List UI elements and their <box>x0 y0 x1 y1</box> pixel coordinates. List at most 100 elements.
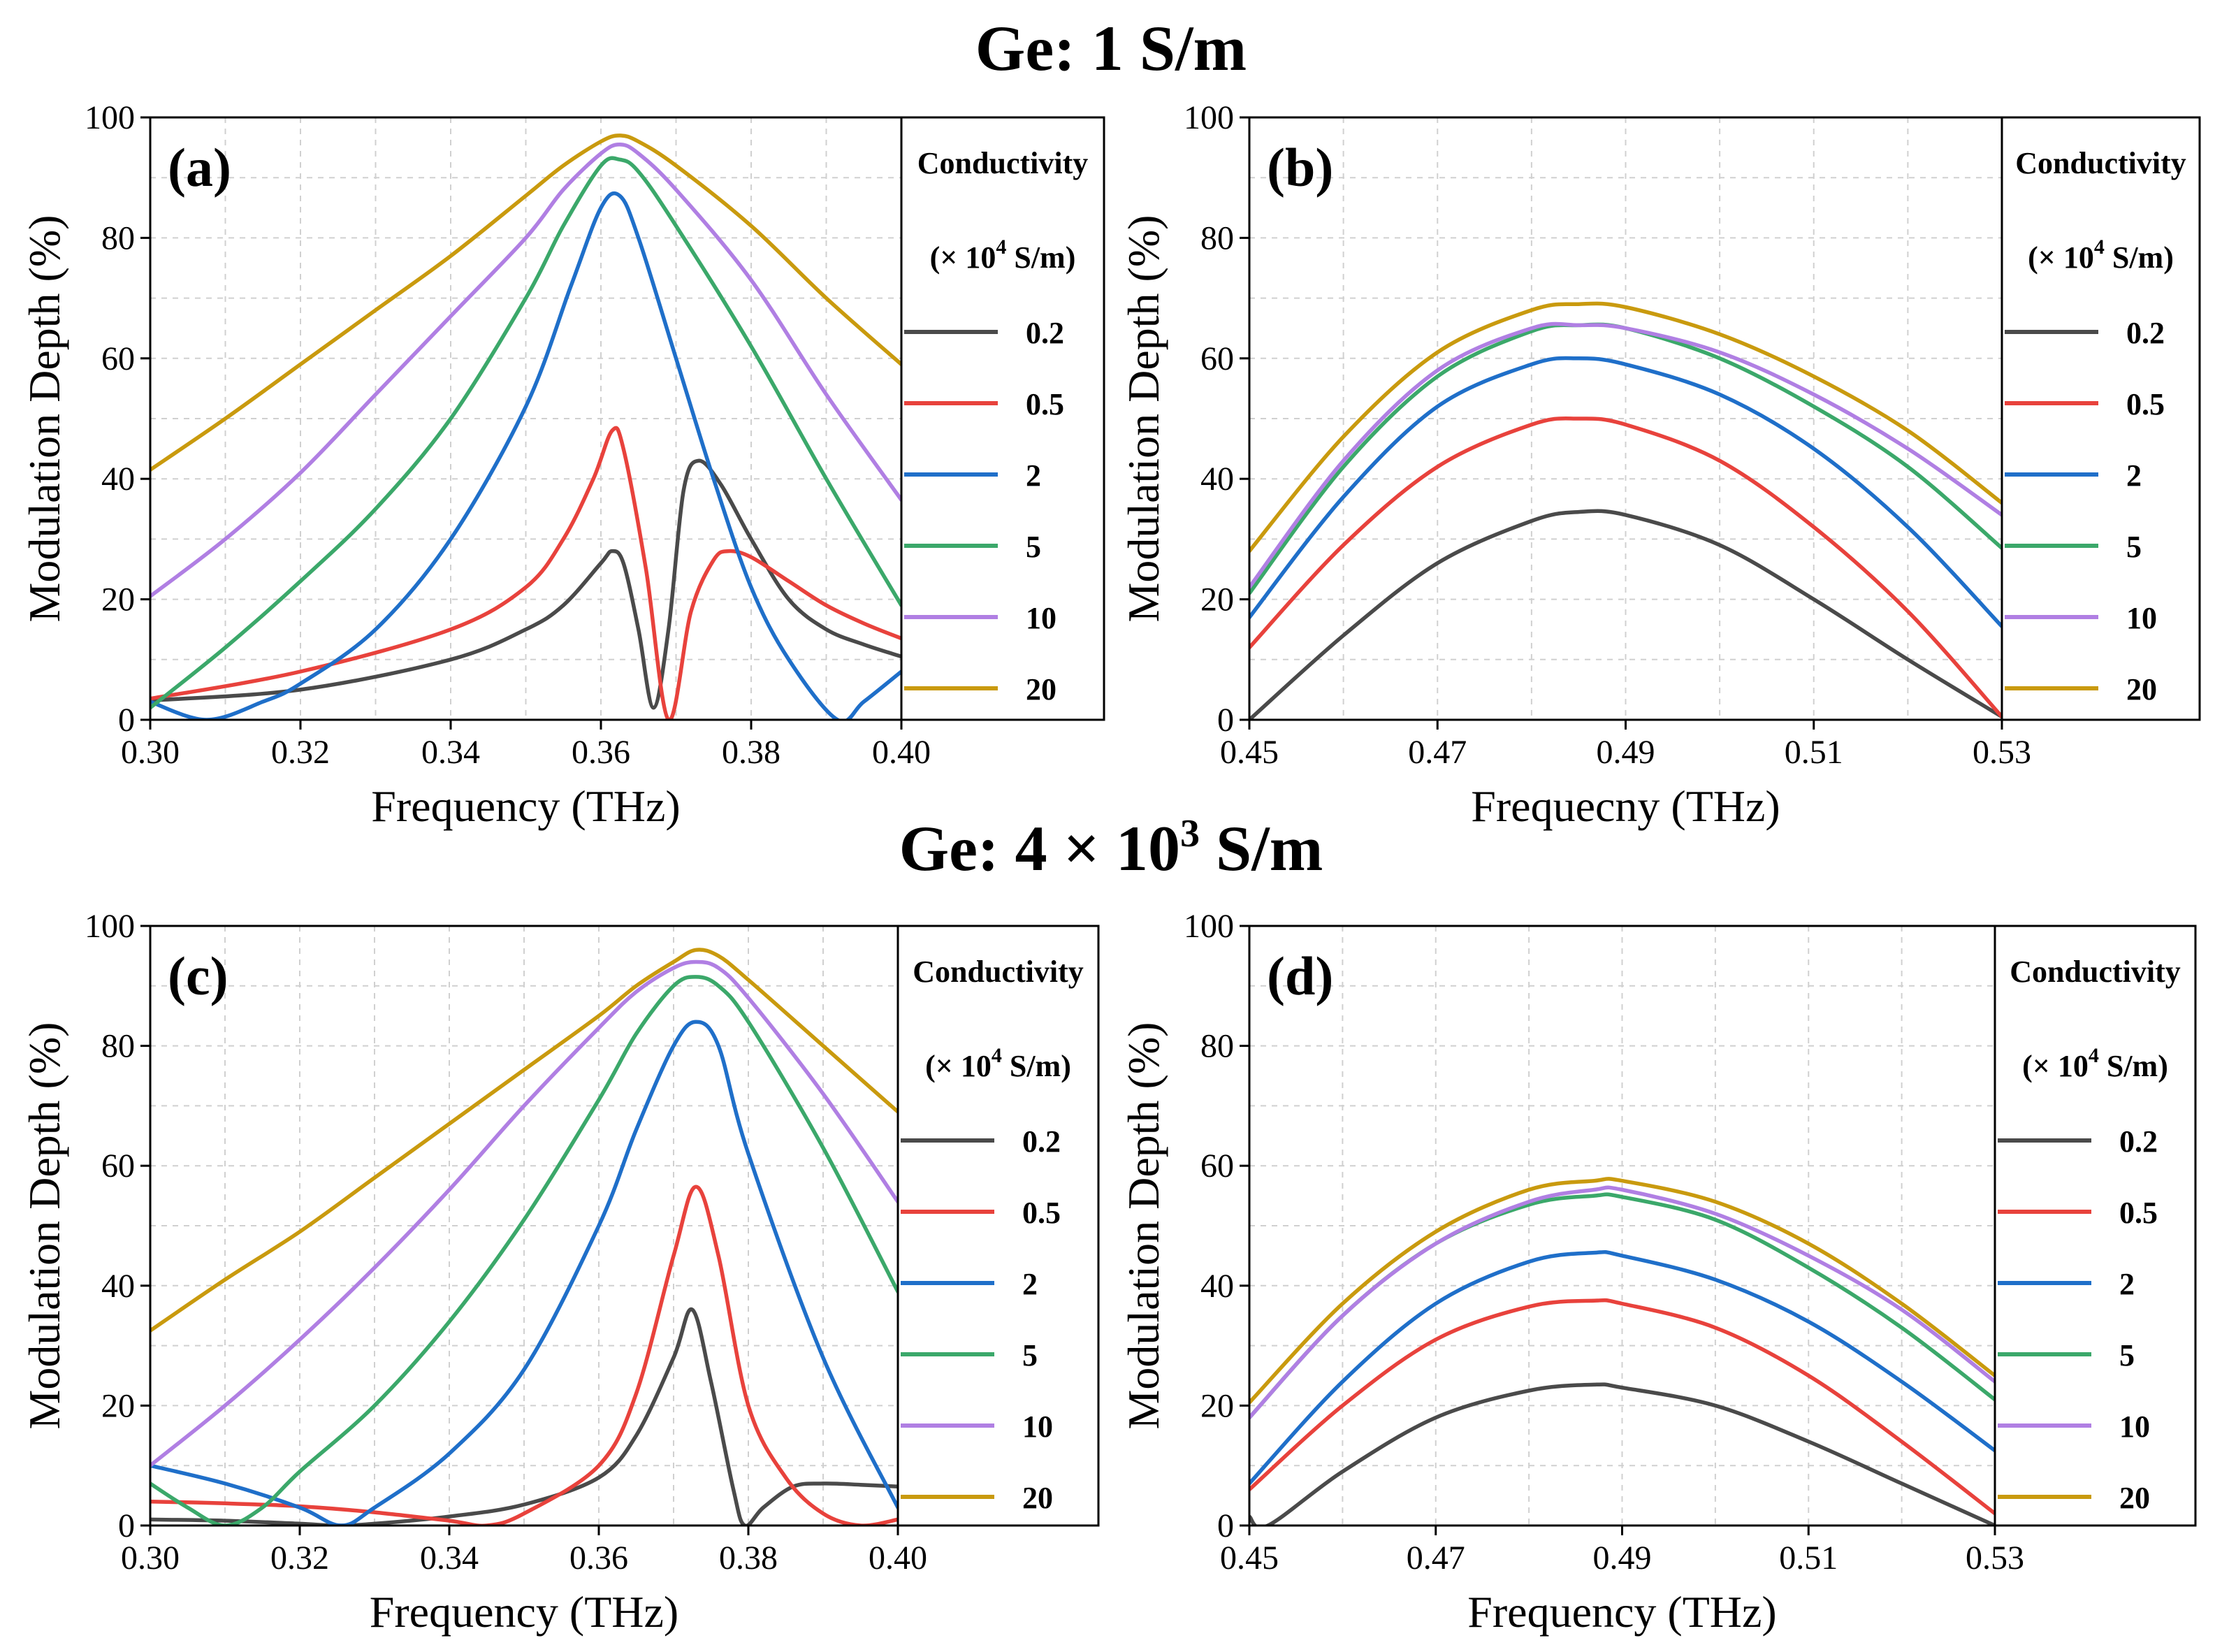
y-tick-label: 100 <box>85 99 135 136</box>
x-tick-label: 0.47 <box>1408 734 1467 771</box>
series-line-10-d <box>1249 1185 1995 1420</box>
series-line-20-b <box>1249 301 2002 553</box>
x-axis-label-a: Frequency (THz) <box>371 781 680 831</box>
y-tick-label: 80 <box>101 219 135 256</box>
x-axis-label-d: Frequency (THz) <box>1467 1587 1776 1637</box>
legend-title: Conductivity <box>913 955 1083 989</box>
legend-label: 10 <box>2126 601 2157 635</box>
x-tick-label: 0.34 <box>421 734 480 771</box>
series-line-20-a <box>150 133 901 472</box>
legend-label: 0.2 <box>1022 1124 1061 1159</box>
y-tick-label: 0 <box>118 702 135 739</box>
y-tick-label: 0 <box>1217 1507 1234 1544</box>
x-tick-label: 0.45 <box>1220 1539 1279 1577</box>
legend-label: 2 <box>1026 458 1041 493</box>
legend-label: 10 <box>1026 601 1056 635</box>
series-group-a <box>150 133 901 720</box>
legend-label: 20 <box>1026 672 1056 707</box>
y-axis-label-b: Modulation Depth (%) <box>1119 215 1168 623</box>
legend-label: 5 <box>2119 1338 2135 1372</box>
y-tick-label: 20 <box>1200 1387 1234 1424</box>
y-tick-label: 60 <box>101 1147 135 1184</box>
grid-c <box>150 926 898 1526</box>
x-tick-label: 0.51 <box>1779 1539 1838 1577</box>
y-axis-label-c: Modulation Depth (%) <box>20 1022 69 1430</box>
series-group-d <box>1249 1177 1995 1526</box>
frame-c <box>149 925 1100 1527</box>
legend-label: 20 <box>2126 672 2157 707</box>
x-tick-label: 0.32 <box>270 1539 329 1577</box>
legend-label: 0.5 <box>1022 1196 1061 1230</box>
panel-c: 0.30 0.32 0.34 0.36 0.38 0.40 0 20 40 60 80 100 Freq… <box>20 908 1100 1637</box>
x-tick-label: 0.40 <box>872 734 931 771</box>
y-tick-label: 80 <box>1200 1028 1234 1065</box>
figure-title-bottom: Ge: 4 × 103 S/m <box>899 812 1323 884</box>
legend-label: 0.2 <box>1026 316 1064 350</box>
x-tick-label: 0.49 <box>1593 1539 1652 1577</box>
legend-c: Conductivity (× 104 S/m) 0.2 0.5 2 5 10 20 <box>901 955 1084 1515</box>
x-axis-label-c: Frequency (THz) <box>370 1587 678 1637</box>
panel-label-b: (b) <box>1267 137 1333 198</box>
panel-d: 0.45 0.47 0.49 0.51 0.53 0 20 40 60 80 100 Frequenc… <box>1119 908 2197 1637</box>
legend-label: 2 <box>1022 1267 1038 1301</box>
legend-label: 0.5 <box>1026 387 1064 421</box>
legend-title: Conductivity <box>2015 146 2186 180</box>
legend-unit: (× 104 S/m) <box>930 236 1076 275</box>
legend-label: 0.2 <box>2126 316 2165 350</box>
x-tick-label: 0.30 <box>121 1539 180 1577</box>
legend-unit: (× 104 S/m) <box>925 1044 1071 1083</box>
y-tick-label: 60 <box>101 340 135 377</box>
title-top-text: Ge: 1 S/m <box>975 13 1247 84</box>
series-group-c <box>150 948 898 1526</box>
x-tick-label: 0.36 <box>572 734 630 771</box>
series-line-2-b <box>1249 356 2002 629</box>
frame-b <box>1248 116 2201 721</box>
legend-label: 5 <box>1026 530 1041 564</box>
y-tick-label: 100 <box>85 908 135 945</box>
legend-label: 2 <box>2119 1267 2135 1301</box>
y-tick-label: 80 <box>1200 219 1234 256</box>
y-tick-label: 100 <box>1184 908 1234 945</box>
legend-label: 5 <box>1022 1338 1038 1372</box>
frame-d <box>1248 925 2197 1527</box>
legend-label: 5 <box>2126 530 2142 564</box>
panel-b: 0.45 0.47 0.49 0.51 0.53 0 20 40 60 80 100 Frequecn… <box>1119 99 2201 831</box>
y-tick-label: 40 <box>1200 461 1234 498</box>
series-line-20-d <box>1249 1177 1995 1405</box>
series-line-0_5-b <box>1249 416 2002 719</box>
title-bottom-suffix: S/m <box>1200 813 1323 884</box>
series-line-2-c <box>150 1020 898 1526</box>
x-tick-label: 0.51 <box>1785 734 1843 771</box>
y-tick-label: 20 <box>1200 581 1234 618</box>
y-tick-label: 0 <box>1217 702 1234 739</box>
x-tick-label: 0.53 <box>1973 734 2031 771</box>
y-tick-label: 40 <box>101 1268 135 1305</box>
series-line-0_5-d <box>1249 1298 1995 1516</box>
y-tick-label: 20 <box>101 1387 135 1424</box>
y-tick-label: 80 <box>101 1028 135 1065</box>
legend-label: 2 <box>2126 458 2142 493</box>
series-line-5-c <box>150 975 898 1526</box>
x-tick-label: 0.38 <box>719 1539 778 1577</box>
y-axis-label-a: Modulation Depth (%) <box>20 215 69 623</box>
x-tick-label: 0.45 <box>1220 734 1279 771</box>
figure-title-top: Ge: 1 S/m <box>975 13 1247 84</box>
x-tick-label: 0.38 <box>722 734 780 771</box>
series-line-0_5-c <box>150 1184 898 1526</box>
x-tick-label: 0.47 <box>1407 1539 1465 1577</box>
legend-label: 0.5 <box>2126 387 2165 421</box>
y-tick-label: 40 <box>101 461 135 498</box>
grid-b <box>1249 117 2002 720</box>
legend-unit: (× 104 S/m) <box>2022 1044 2168 1083</box>
x-axis-label-b: Frequecny (THz) <box>1471 781 1780 831</box>
legend-b: Conductivity (× 104 S/m) 0.2 0.5 2 5 10 20 <box>2005 146 2186 707</box>
series-line-0_2-a <box>150 458 901 710</box>
legend-title: Conductivity <box>2010 955 2180 989</box>
legend-label: 10 <box>1022 1410 1053 1444</box>
series-line-2-a <box>150 191 901 720</box>
legend-label: 10 <box>2119 1410 2150 1444</box>
x-tick-label: 0.32 <box>271 734 330 771</box>
series-line-0_2-b <box>1249 509 2002 720</box>
title-bottom-exponent: 3 <box>1180 812 1200 855</box>
